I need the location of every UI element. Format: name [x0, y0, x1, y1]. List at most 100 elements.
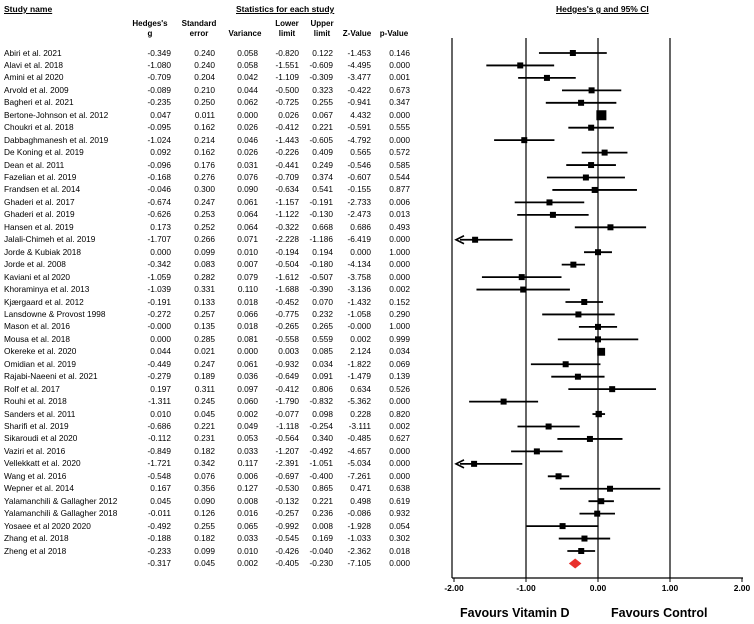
se-cell: 0.266 [194, 234, 215, 245]
effect-marker [591, 186, 598, 193]
g-cell: 0.000 [150, 333, 171, 344]
g-cell: -0.279 [147, 371, 171, 382]
se-cell: 0.221 [194, 421, 215, 431]
effect-marker [521, 137, 528, 144]
lower-cell: -1.157 [275, 196, 299, 207]
table-row: Jorde et al. 2008 -0.342 0.083 0.007 -0.504-… [0, 259, 420, 270]
upper-cell: 0.085 [312, 346, 333, 357]
upper-cell: 0.034 [312, 358, 333, 369]
upper-cell: 0.169 [312, 533, 333, 544]
x-tick-label: 0.00 [590, 583, 607, 593]
table-row: Abiri et al. 2021 -0.349 0.240 0.058 -0.820 0… [0, 48, 420, 59]
se-cell: 0.247 [194, 358, 215, 369]
study-name-cell: Ghaderi et al. 2017 [4, 196, 75, 207]
se-cell: 0.099 [194, 246, 215, 257]
effect-marker [578, 99, 585, 106]
g-cell: 0.173 [150, 221, 171, 232]
upper-cell: -0.390 [309, 284, 333, 295]
var-cell: 0.026 [237, 147, 258, 158]
effect-marker [582, 174, 589, 181]
p-cell: 0.152 [389, 296, 410, 307]
study-name-cell: Jorde et al. 2008 [4, 259, 66, 270]
lower-cell: -0.412 [275, 122, 299, 133]
effect-marker [472, 236, 479, 243]
plot-header: Hedges's g and 95% CI [556, 4, 649, 14]
study-name-cell: Dabbaghmanesh et al. 2019 [4, 134, 109, 145]
study-name-cell: Rouhi et al. 2018 [4, 396, 67, 407]
g-cell: -0.000 [147, 321, 171, 332]
upper-cell: -0.605 [309, 134, 333, 145]
lower-cell: -0.820 [275, 47, 299, 58]
p-cell: 0.347 [389, 97, 410, 108]
z-cell: -4.792 [347, 134, 371, 145]
z-cell: -2.362 [347, 545, 371, 556]
p-cell: 0.000 [389, 445, 410, 456]
se-cell: 0.083 [194, 259, 215, 270]
se-cell: 0.247 [194, 196, 215, 207]
lower-cell: 0.026 [278, 109, 299, 120]
effect-marker [598, 498, 605, 505]
se-cell: 0.182 [194, 533, 215, 544]
table-row: Khoraminya et al. 2013 -1.039 0.331 0.110 -1… [0, 284, 420, 295]
upper-cell: 0.374 [312, 172, 333, 182]
effect-marker [517, 62, 524, 69]
col-p-value-header: p-Value [379, 29, 409, 38]
var-cell: 0.127 [237, 483, 258, 494]
z-cell: -0.086 [347, 508, 371, 519]
effect-marker [533, 448, 540, 455]
lower-cell: -0.932 [275, 358, 299, 369]
var-cell: 0.079 [237, 271, 258, 282]
table-row: Rouhi et al. 2018 -1.311 0.245 0.060 -1.790-… [0, 396, 420, 407]
se-cell: 0.231 [194, 433, 215, 444]
g-cell: -0.349 [147, 47, 171, 58]
var-cell: 0.060 [237, 396, 258, 407]
lower-cell: -2.228 [275, 234, 299, 245]
upper-cell: 0.008 [312, 520, 333, 531]
study-name-cell: Dean et al. 2011 [4, 159, 65, 170]
var-cell: 0.018 [237, 296, 258, 307]
table-row: Wang et al. 2016 -0.548 0.076 0.006 -0.697 -0… [0, 471, 420, 482]
table-row: Sanders et al. 2011 0.010 0.045 0.002 -0.077… [0, 409, 420, 420]
stats-header: Statistics for each study [236, 4, 335, 14]
p-cell: 0.002 [389, 284, 410, 295]
z-cell: -6.419 [347, 234, 371, 245]
z-cell: -4.657 [347, 445, 371, 456]
lower-cell: -0.709 [275, 172, 299, 182]
study-name-cell: Rajabi-Naeeni et al. 2021 [4, 371, 98, 382]
effect-marker [520, 286, 527, 293]
lower-cell: -0.441 [275, 159, 299, 170]
study-name-cell: Hansen et al. 2019 [4, 221, 74, 232]
effect-marker [545, 423, 552, 430]
se-cell: 0.240 [194, 59, 215, 70]
upper-cell: 0.865 [312, 483, 333, 494]
lower-cell: -1.612 [275, 271, 299, 282]
se-cell: 0.252 [194, 221, 215, 232]
table-row: Zheng et al 2018 -0.233 0.099 0.010 -0.426 -0… [0, 546, 420, 557]
favours-vitamin-d-label: Favours Vitamin D [460, 606, 570, 620]
se-cell: 0.045 [194, 557, 215, 568]
p-cell: 0.002 [389, 421, 410, 431]
g-cell: 0.092 [150, 147, 171, 158]
p-cell: 0.302 [389, 533, 410, 544]
ci-arrow [454, 235, 465, 245]
g-cell: 0.047 [150, 109, 171, 120]
study-table: Abiri et al. 2021 -0.349 0.240 0.058 -0.820 0… [0, 48, 420, 568]
lower-cell: -0.725 [275, 97, 299, 108]
upper-cell: 0.255 [312, 97, 333, 108]
var-cell: 0.008 [237, 495, 258, 506]
var-cell: 0.049 [237, 421, 258, 431]
table-row: Hansen et al. 2019 0.173 0.252 0.064 -0.322 0… [0, 222, 420, 233]
lower-cell: -0.545 [275, 533, 299, 544]
p-cell: 0.290 [389, 308, 410, 319]
g-cell: -0.112 [148, 433, 171, 444]
lower-cell: -1.118 [276, 421, 299, 431]
g-cell: 0.197 [150, 383, 171, 394]
table-row: Okereke et al. 2020 0.044 0.021 0.000 0.003 0… [0, 346, 420, 357]
effect-marker [586, 435, 593, 442]
study-name-cell: Amini et al 2020 [4, 72, 64, 83]
lower-cell: -1.109 [275, 72, 299, 83]
effect-marker [546, 199, 553, 206]
upper-cell: 0.409 [312, 147, 333, 158]
study-name-cell: Arvold et al. 2009 [4, 84, 69, 95]
